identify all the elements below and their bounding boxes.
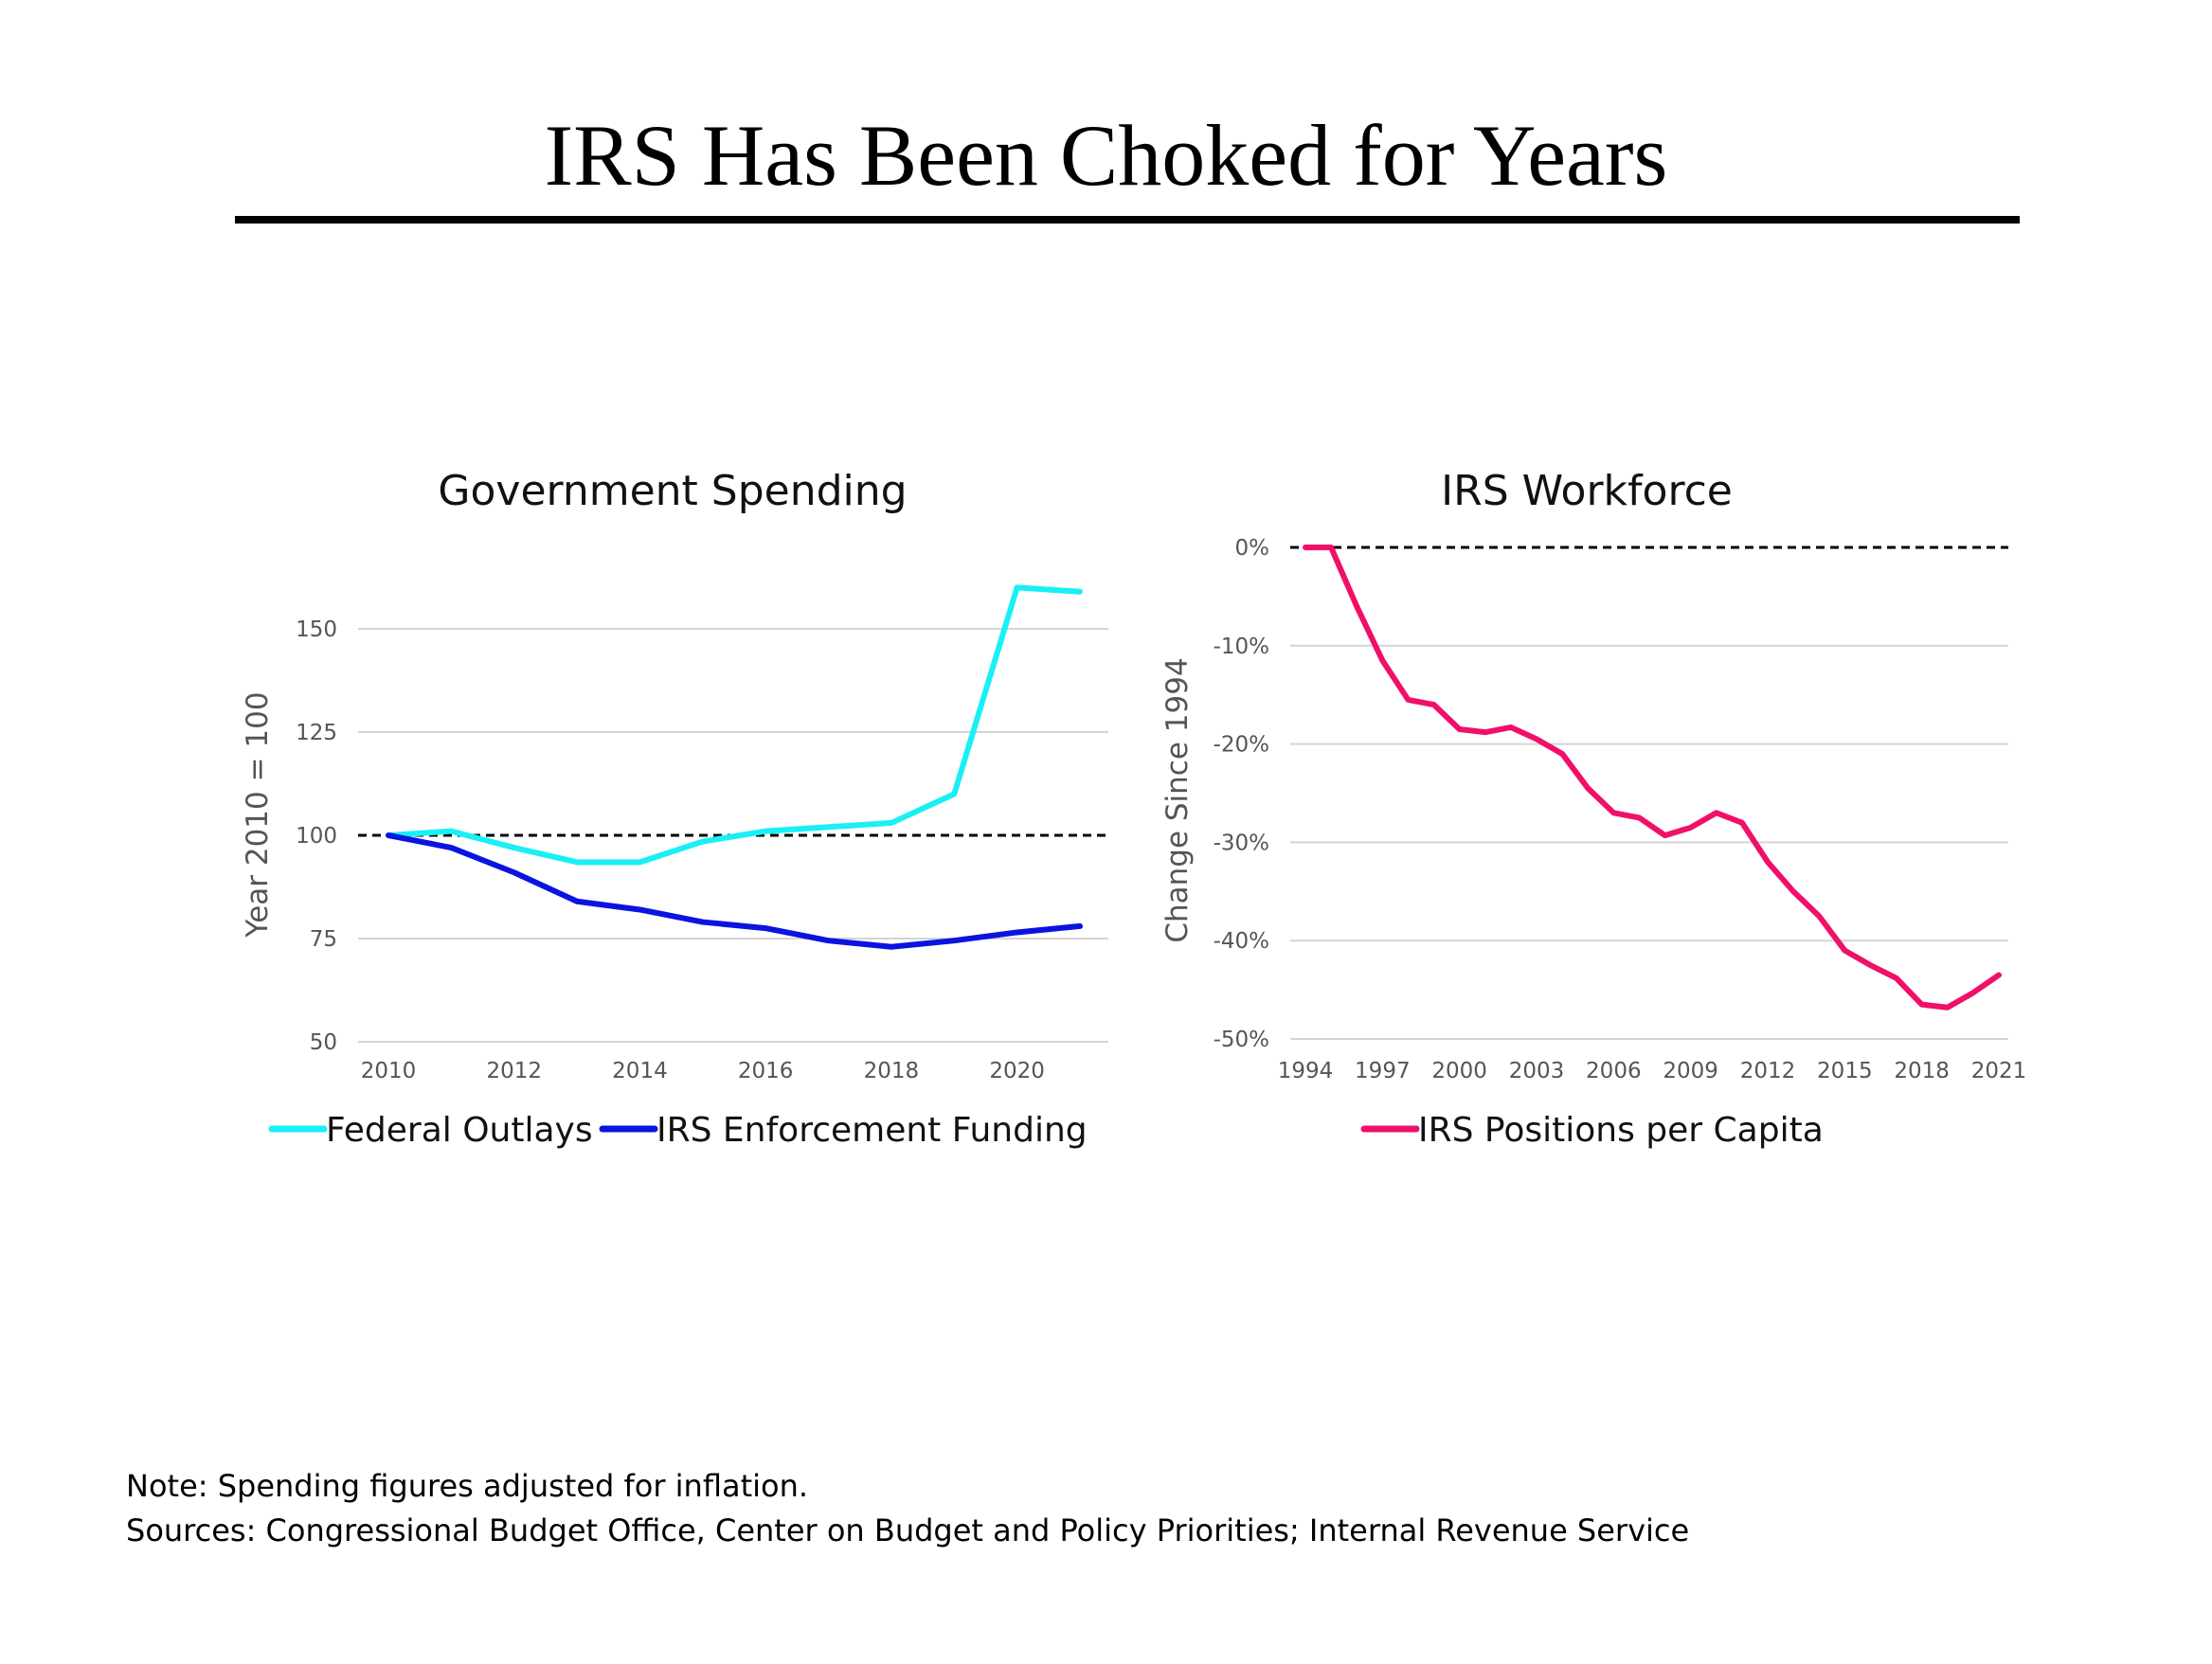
chart1-xtick-label: 2010: [361, 1059, 417, 1083]
chart2-y-axis-title: Change Since 1994: [1160, 657, 1195, 942]
chart2-ytick-label: 0%: [1235, 536, 1270, 561]
chart1-ytick-label: 125: [296, 721, 337, 745]
chart-title-irs-workforce: IRS Workforce: [1441, 467, 1733, 515]
chart2-ytick-label: -50%: [1214, 1028, 1269, 1052]
title-rule: [235, 216, 2020, 224]
chart1-ytick-label: 50: [310, 1030, 337, 1055]
chart2-ytick-label: -40%: [1214, 929, 1269, 954]
chart1-legend-label: IRS Enforcement Funding: [656, 1111, 1088, 1150]
chart2-ytick-label: -10%: [1214, 635, 1269, 659]
sources-text: Sources: Congressional Budget Office, Ce…: [126, 1512, 1690, 1548]
chart2-xtick-label: 2015: [1817, 1059, 1873, 1083]
chart2-ytick-label: -20%: [1214, 733, 1269, 758]
chart2-xtick-label: 2012: [1740, 1059, 1796, 1083]
page-title: IRS Has Been Choked for Years: [544, 107, 1668, 204]
chart1-xtick-label: 2014: [612, 1059, 668, 1083]
note-text: Note: Spending figures adjusted for infl…: [126, 1468, 809, 1504]
chart2-xtick-label: 1997: [1355, 1059, 1411, 1083]
chart1-ytick-label: 75: [310, 927, 337, 952]
chart2-xtick-label: 2009: [1663, 1059, 1718, 1083]
chart1-legend-label: Federal Outlays: [326, 1111, 593, 1150]
chart1-y-axis-title: Year 2010 = 100: [241, 691, 275, 938]
chart2-series-line-irs-positions-per-capita: [1303, 545, 2002, 1011]
chart2-xtick-label: 1994: [1278, 1059, 1334, 1083]
chart2-xtick-label: 2021: [1971, 1059, 2027, 1083]
chart1-xtick-label: 2012: [486, 1059, 542, 1083]
chart1-xtick-label: 2020: [989, 1059, 1045, 1083]
chart2-xtick-label: 2000: [1431, 1059, 1487, 1083]
chart1-ytick-label: 100: [296, 824, 337, 849]
chart2-xtick-label: 2003: [1509, 1059, 1565, 1083]
chart1-xtick-label: 2016: [738, 1059, 794, 1083]
chart1-series-line-federal-outlays: [386, 584, 1083, 866]
chart1-ytick-label: 150: [296, 617, 337, 642]
chart2-legend-label: IRS Positions per Capita: [1418, 1111, 1824, 1150]
chart1-xtick-label: 2018: [864, 1059, 920, 1083]
chart-title-government-spending: Government Spending: [438, 467, 908, 515]
chart2-xtick-label: 2018: [1894, 1059, 1950, 1083]
chart2-ytick-label: -30%: [1214, 831, 1269, 855]
chart1-series-line-irs-enforcement-funding: [386, 832, 1083, 950]
chart2-xtick-label: 2006: [1586, 1059, 1642, 1083]
